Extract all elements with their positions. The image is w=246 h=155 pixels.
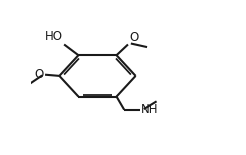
Text: HO: HO bbox=[45, 30, 63, 43]
Text: O: O bbox=[35, 68, 44, 81]
Text: NH: NH bbox=[141, 103, 159, 116]
Text: O: O bbox=[129, 31, 138, 44]
